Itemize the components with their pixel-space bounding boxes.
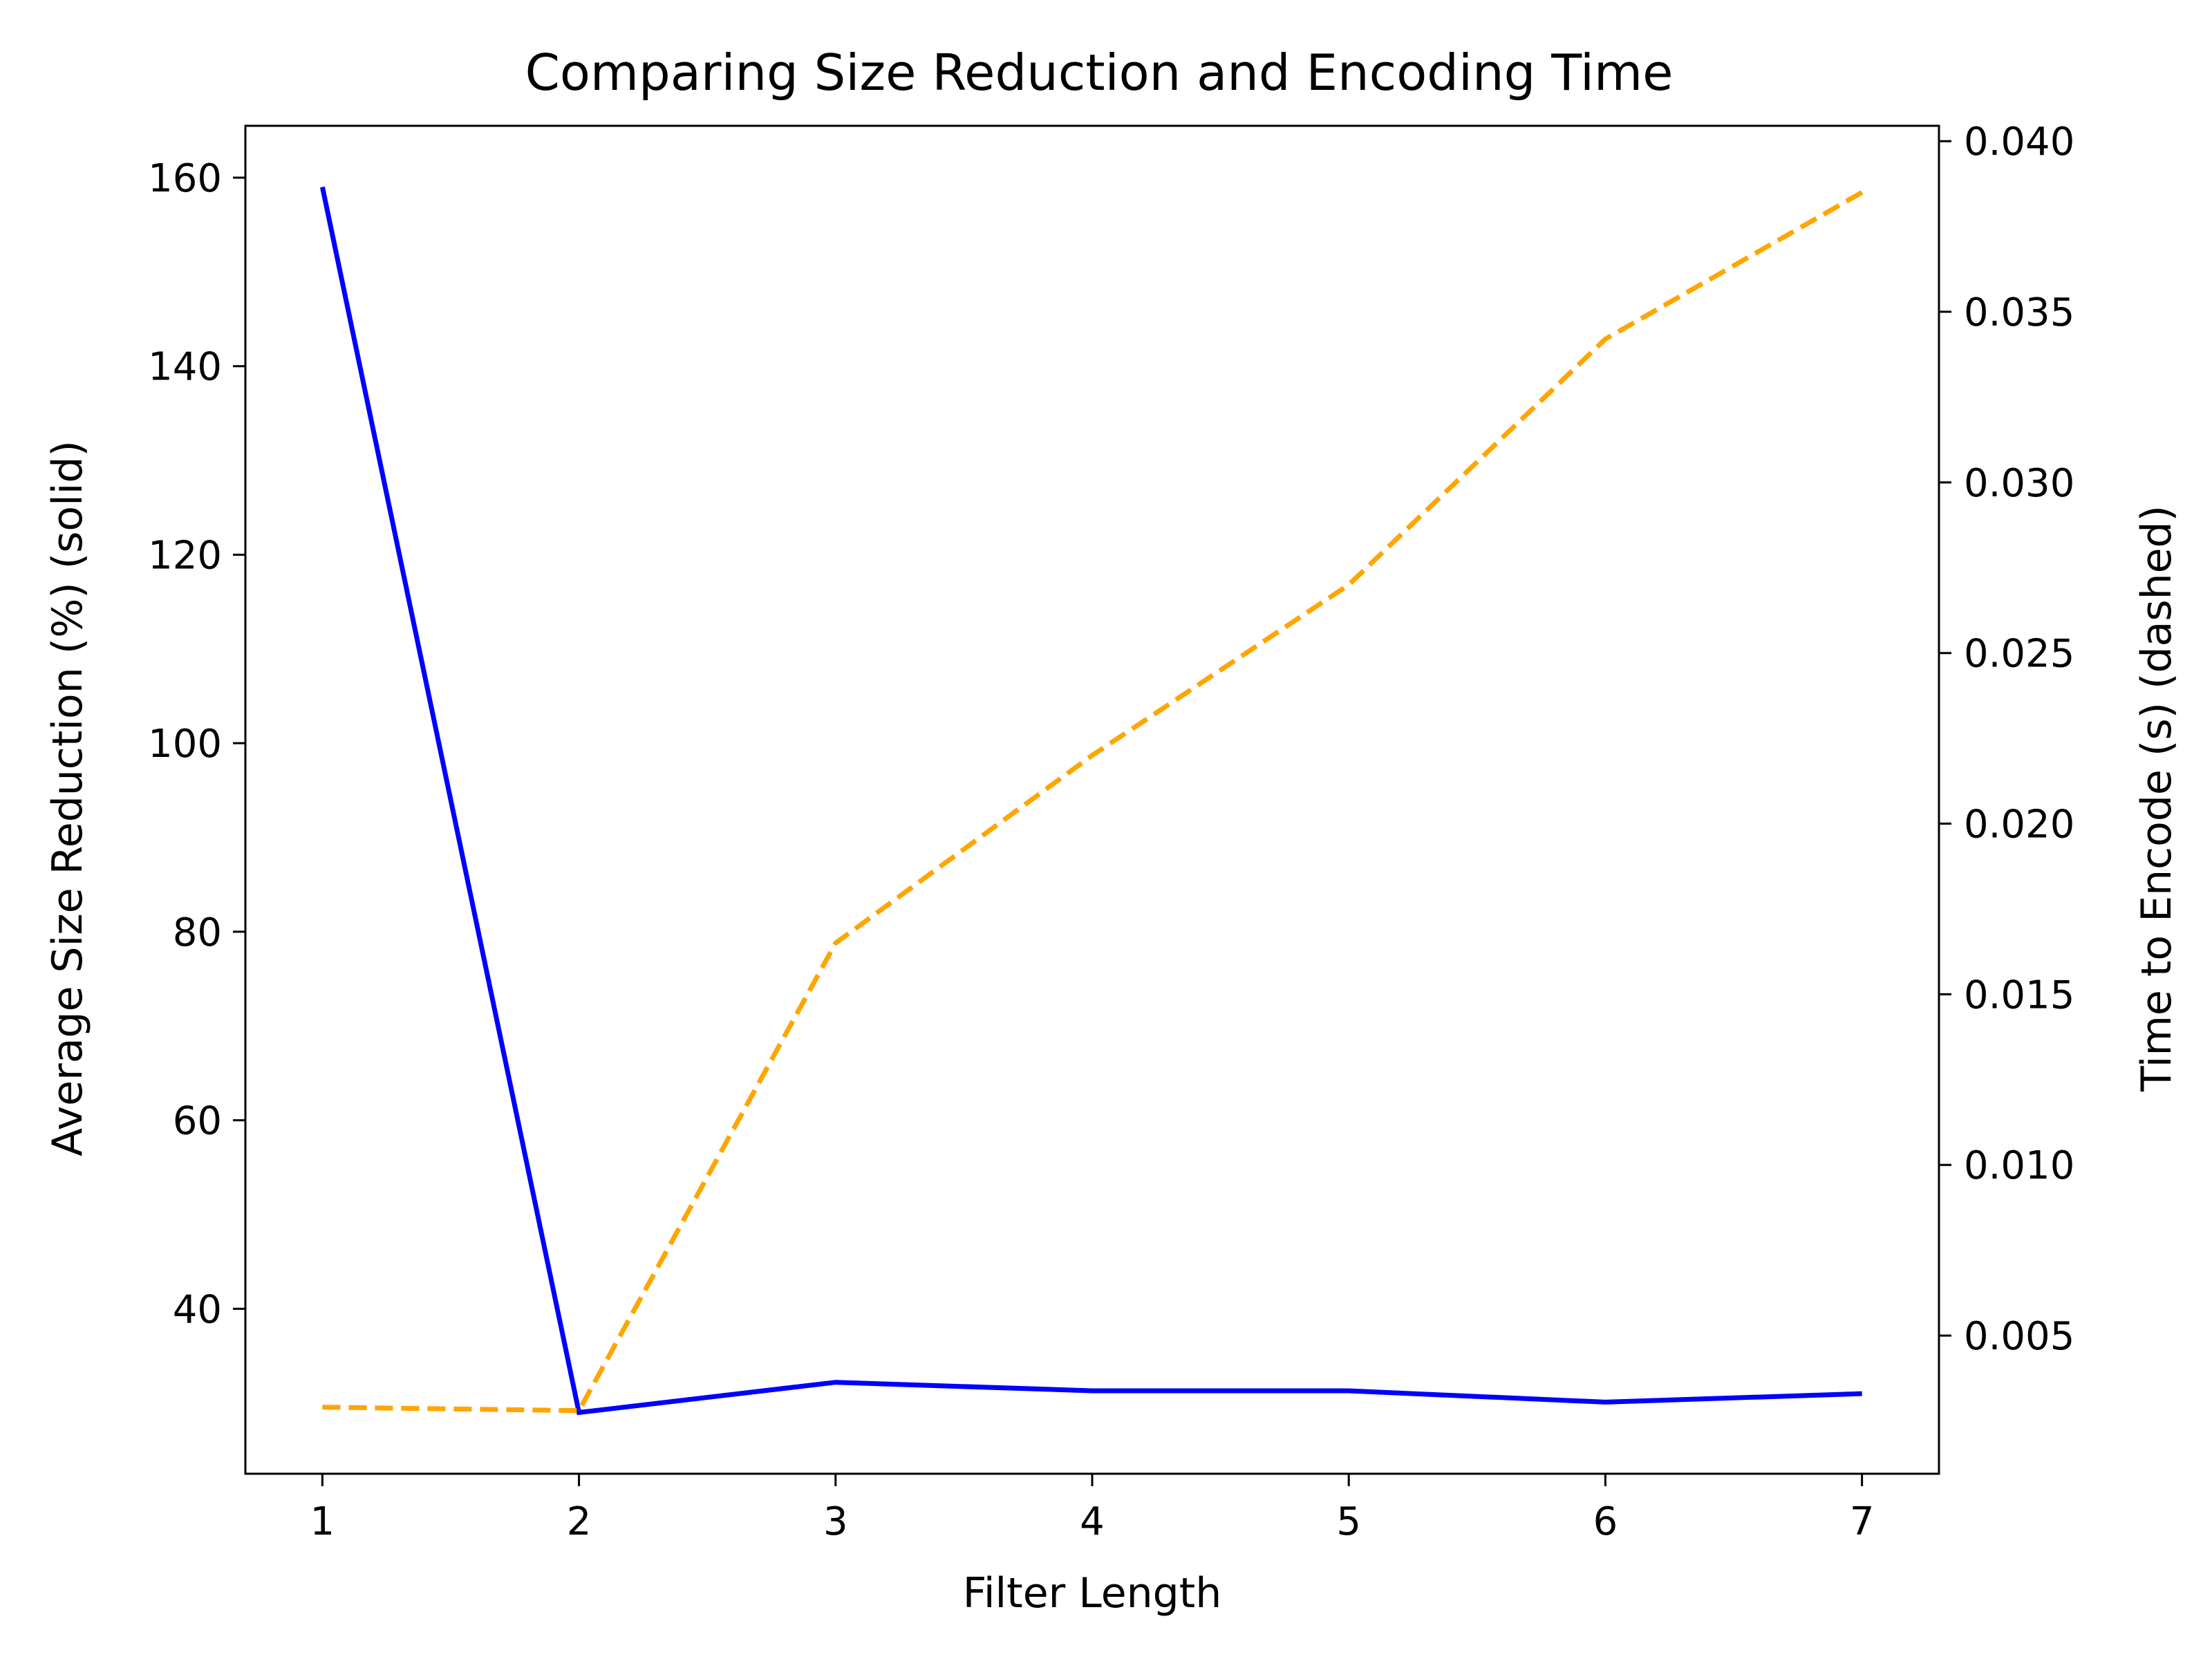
right-y-tick-label: 0.020 — [1964, 803, 2074, 847]
x-tick-label: 4 — [1080, 1499, 1105, 1544]
right-y-tick-label: 0.035 — [1964, 290, 2074, 335]
left-y-tick-label: 80 — [173, 910, 222, 955]
right-y-tick-label: 0.025 — [1964, 632, 2074, 677]
right-y-tick-label: 0.010 — [1964, 1143, 2074, 1188]
right-y-axis-label: Time to Encode (s) (dashed) — [2133, 505, 2181, 1092]
x-axis-label: Filter Length — [963, 1569, 1222, 1618]
right-y-tick-label: 0.015 — [1964, 973, 2074, 1018]
left-y-axis-label: Average Size Reduction (%) (solid) — [44, 440, 92, 1156]
x-tick-label: 1 — [310, 1499, 335, 1544]
left-y-tick-label: 100 — [148, 722, 222, 767]
series-right-point-3 — [835, 942, 836, 944]
left-y-tick-label: 120 — [148, 533, 222, 578]
left-y-tick-label: 160 — [148, 156, 222, 201]
x-axis: 1 2 3 4 5 6 7 — [310, 1474, 1875, 1544]
chart-title: Comparing Size Reduction and Encoding Ti… — [525, 44, 1674, 102]
left-y-tick-label: 60 — [173, 1099, 222, 1144]
left-y-tick-label: 140 — [148, 345, 222, 390]
left-y-tick-label: 40 — [173, 1287, 222, 1332]
x-tick-label: 3 — [823, 1499, 848, 1544]
x-tick-label: 2 — [567, 1499, 592, 1544]
series-right-point-4 — [1091, 755, 1093, 756]
x-tick-label: 5 — [1336, 1499, 1361, 1544]
x-tick-label: 6 — [1593, 1499, 1618, 1544]
x-tick-label: 7 — [1850, 1499, 1875, 1544]
right-y-tick-label: 0.030 — [1964, 461, 2074, 506]
right-y-axis: 0.005 0.010 0.015 0.020 0.025 0.030 0.035 0.040 — [1939, 120, 2074, 1359]
series-layer — [319, 186, 1864, 1416]
series-left-point-6 — [1604, 1401, 1606, 1403]
right-y-tick-label: 0.005 — [1964, 1314, 2074, 1359]
left-y-axis: 40 60 80 100 120 140 160 — [148, 156, 245, 1332]
right-y-tick-label: 0.040 — [1964, 120, 2074, 165]
